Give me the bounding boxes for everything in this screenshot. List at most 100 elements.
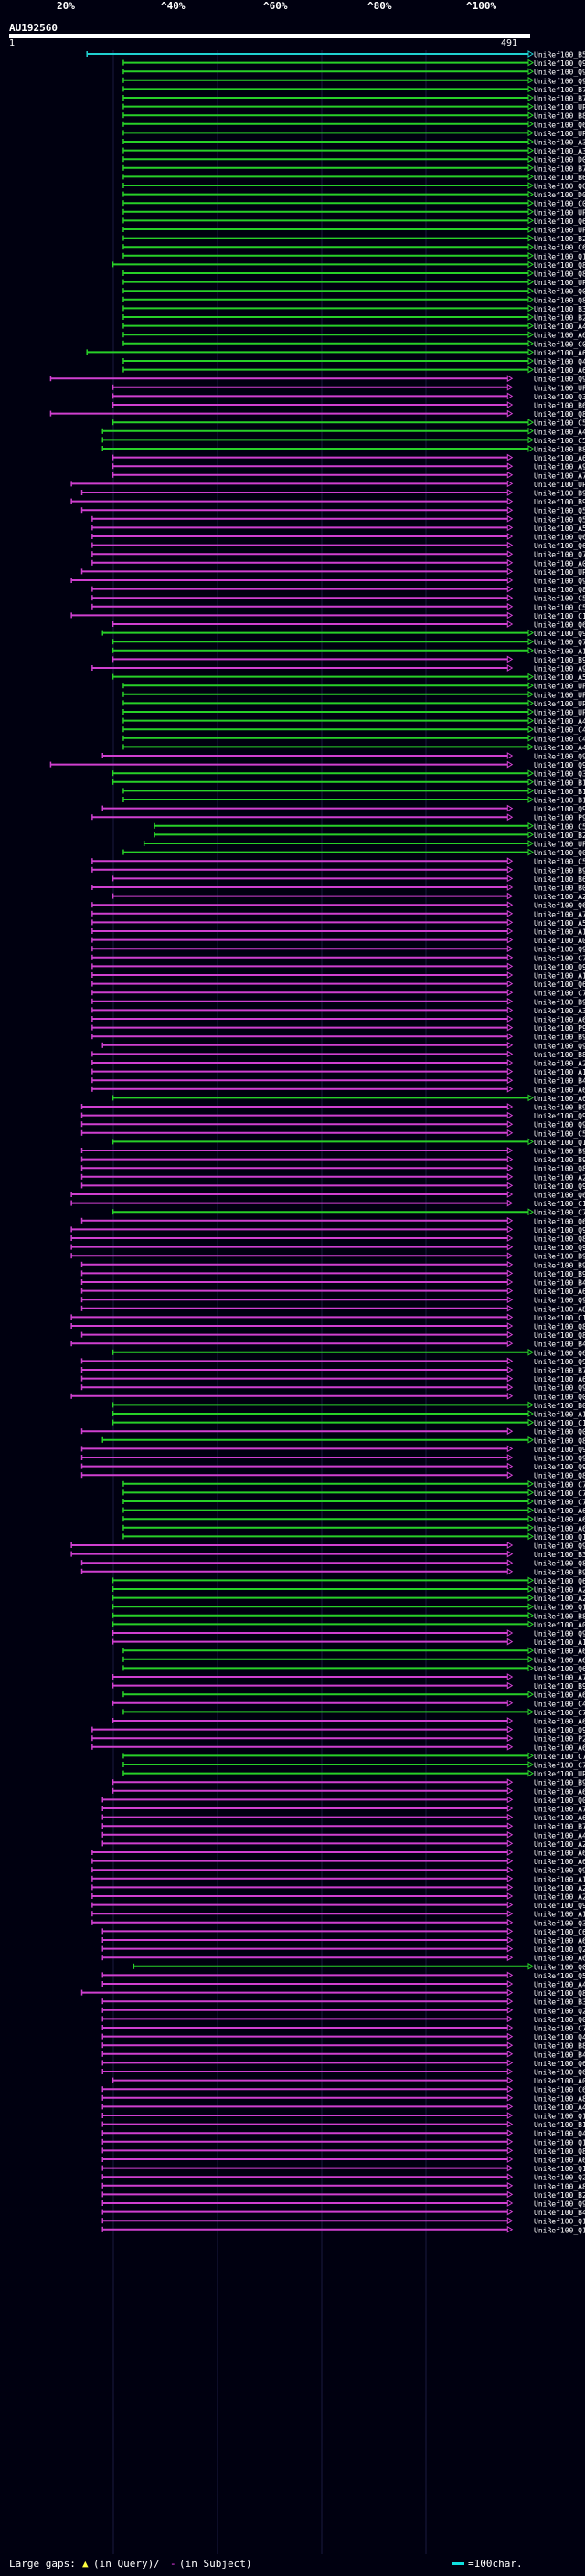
hit-row[interactable]: UniRef100_UP1000... <box>112 383 585 392</box>
hit-row[interactable]: UniRef100_B4EX76 <box>91 1076 585 1086</box>
hit-label[interactable]: UniRef100_Q0RF59 <box>534 183 585 191</box>
hit-label[interactable]: UniRef100_A6WUD7 <box>534 332 585 340</box>
hit-row[interactable]: UniRef100_Q397H4 <box>112 769 585 779</box>
hit-row[interactable]: UniRef100_Q2BND7 <box>101 2173 585 2182</box>
hit-row[interactable]: UniRef100_Q9C5W3 <box>80 1383 585 1393</box>
hit-row[interactable]: UniRef100_Q93WR8 <box>122 58 585 68</box>
hit-row[interactable]: UniRef100_A3BYJ0 <box>122 138 585 147</box>
hit-label[interactable]: UniRef100_Q9CSL7 <box>534 1244 585 1252</box>
hit-row[interactable]: UniRef100_A3M754 <box>122 146 585 155</box>
hit-row[interactable]: UniRef100_B8BUY5 <box>101 445 585 454</box>
hit-row[interactable]: UniRef100_Q82244 <box>101 1436 585 1445</box>
hit-row[interactable]: UniRef100_Q1GEY6 <box>101 2217 585 2226</box>
hit-row[interactable]: UniRef100_Q6KE29 <box>91 901 585 910</box>
hit-row[interactable]: UniRef100_Q2RGT5 <box>101 1945 585 1954</box>
hit-label[interactable]: UniRef100_Q9FJH7 <box>534 1358 585 1366</box>
hit-row[interactable]: UniRef100_C7SFH0 <box>122 1498 585 1507</box>
hit-row[interactable]: UniRef100_B9IEW4 <box>80 1260 585 1269</box>
hit-label[interactable]: UniRef100_A3A2D3 <box>534 1007 585 1015</box>
hit-row[interactable]: UniRef100_Q6LZ41 <box>112 620 585 630</box>
hit-label[interactable]: UniRef100_Q82244 <box>534 1436 585 1445</box>
hit-label[interactable]: UniRef100_B4EX76 <box>534 1077 585 1086</box>
hit-row[interactable]: UniRef100_UP1000... <box>122 129 585 138</box>
hit-row[interactable]: UniRef100_Q0ZCL6 <box>122 848 585 857</box>
hit-row[interactable]: UniRef100_Q1CEE0 <box>112 1603 585 1612</box>
hit-row[interactable]: UniRef100_Q9FYU4 <box>80 1120 585 1129</box>
hit-label[interactable]: UniRef100_Q9P437 <box>534 1867 585 1875</box>
hit-row[interactable]: UniRef100_A6RJG9 <box>112 1786 585 1796</box>
hit-label[interactable]: UniRef100_C7SFF8 <box>534 990 585 998</box>
hit-label[interactable]: UniRef100_A6RJB4 <box>534 1656 585 1664</box>
hit-row[interactable]: UniRef100_Q9SCG8 <box>101 1041 585 1050</box>
hit-row[interactable]: UniRef100_Q0CU77 <box>101 1796 585 1805</box>
hit-label[interactable]: UniRef100_B9QSM0 <box>534 1104 585 1112</box>
hit-label[interactable]: UniRef100_A7PQU1 <box>534 910 585 918</box>
hit-label[interactable]: UniRef100_C7SFH5 <box>534 1480 585 1489</box>
hit-label[interactable]: UniRef100_Q6Z6S4 <box>534 981 585 989</box>
hit-label[interactable]: UniRef100_A6RJL9 <box>534 1516 585 1524</box>
hit-row[interactable]: UniRef100_A6RJ27 <box>101 1936 585 1945</box>
hit-row[interactable]: UniRef100_Q9FY39 <box>70 577 585 586</box>
hit-row[interactable]: UniRef100_A2QRD8 <box>112 1594 585 1603</box>
hit-row[interactable]: UniRef100_B1KPK8 <box>101 2120 585 2129</box>
hit-label[interactable]: UniRef100_Q6KE29 <box>534 902 585 910</box>
hit-label[interactable]: UniRef100_B9DBT1 <box>534 1779 585 1787</box>
hit-label[interactable]: UniRef100_P93163 <box>534 814 585 822</box>
hit-row[interactable]: UniRef100_Q84LK4 <box>91 585 585 594</box>
hit-row[interactable]: UniRef100_P22152 <box>91 1734 585 1744</box>
hit-row[interactable]: UniRef100_A6RJG4 <box>101 1813 585 1822</box>
hit-label[interactable]: UniRef100_Q76C04 <box>534 639 585 647</box>
hit-row[interactable]: UniRef100_A6RH87 <box>122 1523 585 1532</box>
hit-row[interactable]: UniRef100_A1YYP6 <box>112 1638 585 1647</box>
hit-row[interactable]: UniRef100_Q4P7R4 <box>101 2032 585 2041</box>
hit-row[interactable]: UniRef100_Q84VI9 <box>70 1235 585 1244</box>
hit-label[interactable]: UniRef100_Q9SCG8 <box>534 1042 585 1050</box>
hit-label[interactable]: UniRef100_A6HF87 <box>534 1375 585 1383</box>
hit-row[interactable]: UniRef100_A9SPC0 <box>112 462 585 472</box>
hit-row[interactable]: UniRef100_Q9SF85 <box>80 1445 585 1454</box>
hit-label[interactable]: UniRef100_B8PN78 <box>534 2042 585 2051</box>
hit-label[interactable]: UniRef100_C6HQ39 <box>534 2086 585 2094</box>
hit-row[interactable]: UniRef100_A5WN11 <box>91 524 585 533</box>
hit-row[interactable]: UniRef100_Q46RM7 <box>122 357 585 366</box>
hit-label[interactable]: UniRef100_UP1000... <box>534 709 585 717</box>
hit-label[interactable]: UniRef100_B2JUV3 <box>534 235 585 243</box>
hit-row[interactable]: UniRef100_A6QKV9 <box>80 1287 585 1296</box>
hit-label[interactable]: UniRef100_B0XP32 <box>534 885 585 893</box>
hit-row[interactable]: UniRef100_B6QD29 <box>112 875 585 884</box>
hit-label[interactable]: UniRef100_Q0K352 <box>534 288 585 296</box>
hit-label[interactable]: UniRef100_B9NG16 <box>534 998 585 1006</box>
hit-label[interactable]: UniRef100_C1ZL63 <box>534 1419 585 1427</box>
hit-label[interactable]: UniRef100_A4VHZ1 <box>534 1981 585 1989</box>
hit-label[interactable]: UniRef100_A6C7D6 <box>534 1095 585 1103</box>
hit-label[interactable]: UniRef100_Q5NUP5 <box>534 1972 585 1980</box>
hit-label[interactable]: UniRef100_A0E0C0 <box>534 559 585 567</box>
hit-label[interactable]: UniRef100_A6WRN6 <box>534 1016 585 1024</box>
hit-label[interactable]: UniRef100_A9SPC0 <box>534 463 585 472</box>
hit-label[interactable]: UniRef100_A2RRG9 <box>534 1586 585 1595</box>
hit-label[interactable]: UniRef100_Q6GNI6 <box>534 2069 585 2077</box>
hit-label[interactable]: UniRef100_A2QFT2 <box>534 893 585 901</box>
hit-label[interactable]: UniRef100_B9SDS9 <box>534 1253 585 1261</box>
hit-row[interactable]: UniRef100_A1IL32 <box>91 971 585 981</box>
hit-row[interactable]: UniRef100_C0VPB0 <box>122 199 585 208</box>
hit-row[interactable]: UniRef100_Q9LM19 <box>101 629 585 638</box>
hit-label[interactable]: UniRef100_UP1000... <box>534 384 585 392</box>
hit-label[interactable]: UniRef100_B9HQL9 <box>534 656 585 664</box>
hit-row[interactable]: UniRef100_Q6FB24 <box>122 217 585 226</box>
hit-label[interactable]: UniRef100_UP1000... <box>534 691 585 699</box>
hit-label[interactable]: UniRef100_UP1000... <box>534 683 585 691</box>
hit-row[interactable]: UniRef100_Q6Z6S4 <box>91 980 585 989</box>
hit-row[interactable]: UniRef100_A1UE44 <box>91 1910 585 1919</box>
hit-row[interactable]: UniRef100_A1IL31 <box>91 928 585 937</box>
hit-label[interactable]: UniRef100_A4Z214 <box>534 1831 585 1839</box>
hit-row[interactable]: UniRef100_A6RJA2 <box>101 1954 585 1963</box>
hit-label[interactable]: UniRef100_B4F5V9 <box>534 1279 585 1288</box>
hit-row[interactable]: UniRef100_Q1LYN1 <box>112 1138 585 1147</box>
hit-row[interactable]: UniRef100_Q9LM29 <box>49 375 585 384</box>
hit-row[interactable]: UniRef100_B4V032 <box>101 2050 585 2059</box>
hit-row[interactable]: UniRef100_P93164 <box>91 1023 585 1033</box>
hit-row[interactable]: UniRef100_B6SEP4 <box>112 401 585 410</box>
hit-label[interactable]: UniRef100_Q0CU77 <box>534 1797 585 1805</box>
hit-label[interactable]: UniRef100_A6RJD6 <box>534 1691 585 1700</box>
